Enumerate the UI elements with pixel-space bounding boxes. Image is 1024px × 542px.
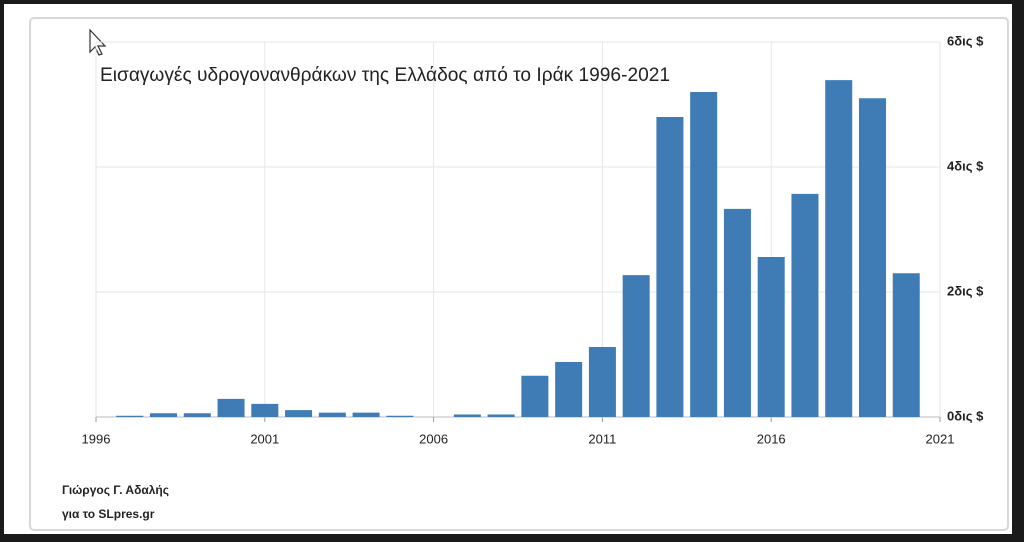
plot-area: 0δις $ 2δις $ 4δις $ 6δις $ 1996 2001 2006 2011… [82, 33, 985, 446]
x-tick-label: 2021 [926, 431, 955, 446]
x-tick-label: 2001 [250, 431, 279, 446]
bar [217, 398, 245, 417]
x-tick-label: 2006 [419, 431, 448, 446]
y-tick-label: 2δις $ [947, 283, 984, 298]
bar [251, 403, 279, 417]
bar [757, 257, 785, 417]
x-tick-label: 2011 [588, 431, 616, 446]
bar [622, 275, 650, 417]
bar [318, 412, 346, 417]
bar [386, 415, 414, 417]
bar [116, 415, 144, 417]
bar [352, 412, 380, 417]
bar [555, 362, 583, 417]
chart-title: Εισαγωγές υδρογονανθράκων της Ελλάδος απ… [100, 65, 670, 86]
bar [791, 193, 819, 417]
bar [825, 80, 853, 417]
bar [892, 273, 920, 417]
bar [521, 375, 549, 417]
x-tick-label: 1996 [82, 431, 111, 446]
bar [723, 208, 751, 417]
y-tick-label: 0δις $ [947, 408, 984, 423]
y-tick-label: 4δις $ [947, 158, 984, 173]
bar [656, 117, 684, 417]
credit: για το SLpres.gr [62, 507, 155, 521]
bar [183, 413, 211, 417]
bar [453, 414, 481, 417]
bar [588, 347, 616, 417]
credit: Γιώργος Γ. Αδαλής [62, 483, 169, 497]
x-tick-label: 2016 [757, 431, 786, 446]
y-tick-label: 6δις $ [947, 33, 984, 48]
bar [150, 413, 178, 417]
bar [285, 410, 313, 417]
bar [487, 414, 515, 417]
bar [690, 92, 718, 417]
bar [858, 98, 886, 417]
